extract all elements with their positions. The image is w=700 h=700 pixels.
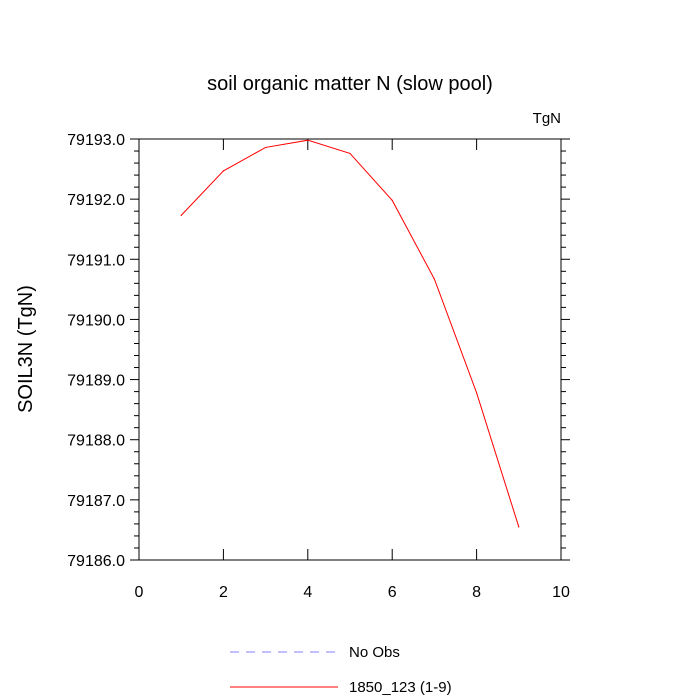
y-tick-label: 79186.0 bbox=[67, 553, 125, 570]
data-point bbox=[349, 152, 351, 155]
data-point bbox=[222, 170, 224, 172]
y-tick-label: 79189.0 bbox=[67, 373, 125, 390]
series-line bbox=[180, 139, 520, 528]
data-point bbox=[180, 214, 182, 216]
data-point bbox=[518, 526, 520, 528]
x-tick-label: 4 bbox=[303, 584, 312, 601]
plot-frame bbox=[138, 138, 562, 561]
x-tick-label: 10 bbox=[552, 584, 570, 601]
legend-label: No Obs bbox=[349, 644, 400, 661]
data-point bbox=[476, 392, 478, 394]
legend: No Obs 1850_123 (1-9) bbox=[230, 644, 452, 696]
y-tick-label: 79193.0 bbox=[67, 132, 125, 149]
x-tick-label: 6 bbox=[388, 584, 397, 601]
series-layer bbox=[180, 139, 520, 528]
y-tick-label: 79190.0 bbox=[67, 312, 125, 329]
chart-title: soil organic matter N (slow pool) bbox=[207, 73, 493, 95]
data-point bbox=[265, 146, 267, 149]
axis-tick-labels: 0 2 4 6 8 10 79186.0 79187.0 79188.0 79189.0 79190… bbox=[67, 132, 570, 601]
legend-label: 1850_123 (1-9) bbox=[349, 679, 452, 696]
y-tick-label: 79187.0 bbox=[67, 493, 125, 510]
y-tick-label: 79192.0 bbox=[67, 192, 125, 209]
x-tick-label: 2 bbox=[219, 584, 228, 601]
y-axis-label: SOIL3N (TgN) bbox=[15, 285, 37, 413]
y-tick-label: 79191.0 bbox=[67, 252, 125, 269]
x-tick-label: 8 bbox=[472, 584, 481, 601]
data-point bbox=[391, 199, 393, 201]
data-point bbox=[307, 139, 309, 141]
axis-ticks bbox=[130, 138, 570, 561]
y-tick-label: 79188.0 bbox=[67, 433, 125, 450]
data-point bbox=[433, 278, 435, 280]
x-tick-label: 0 bbox=[135, 584, 144, 601]
units-label: TgN bbox=[533, 110, 561, 127]
